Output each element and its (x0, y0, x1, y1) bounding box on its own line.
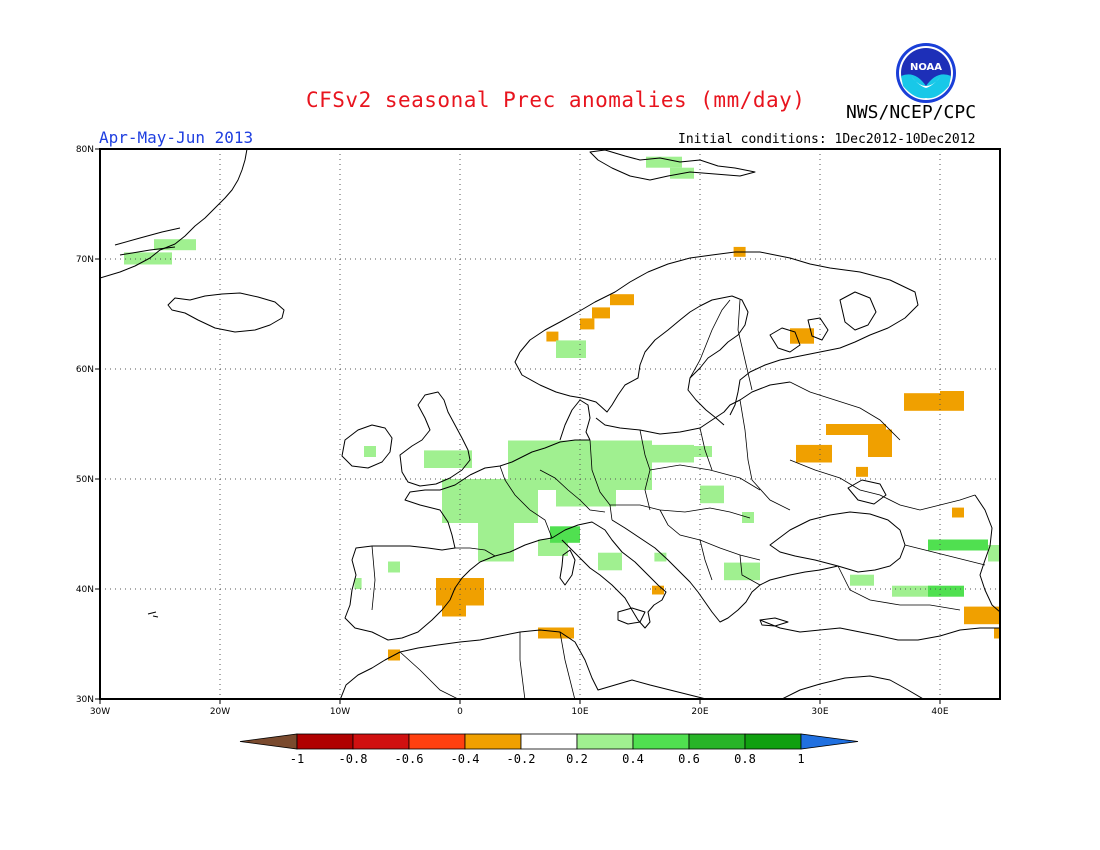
anomaly-cell-dry (796, 444, 832, 463)
anomaly-cell-dry (964, 606, 1000, 625)
anomaly-cell-wet-light (442, 479, 538, 523)
colorbar-label: 1 (797, 752, 804, 766)
lat-tick-label: 40N (76, 585, 94, 595)
colorbar-segment (576, 733, 634, 750)
anomaly-cell-wet-light (538, 539, 568, 556)
anomaly-cell-wet-light (892, 585, 940, 597)
map-frame (99, 148, 1001, 700)
anomaly-cell-dry (868, 429, 892, 457)
agency-label: NWS/NCEP/CPC (846, 102, 977, 123)
anomaly-cell-wet-light (424, 450, 472, 468)
lat-tick-label: 30N (76, 695, 94, 705)
anomaly-cell-dry (442, 605, 466, 617)
anomaly-cell-wet-light (478, 517, 514, 562)
colorbar-segment (520, 733, 578, 750)
anomaly-cell-wet-light (354, 578, 362, 589)
colorbar-label: 0.4 (622, 752, 644, 766)
colorbar-label: 0.8 (734, 752, 756, 766)
anomaly-cell-dry (580, 318, 595, 330)
anomaly-cells (124, 156, 1000, 661)
colorbar-label: -0.8 (339, 752, 368, 766)
anomaly-cell-dry (610, 294, 634, 306)
anomaly-cell-dry (790, 328, 814, 344)
initial-conditions: Initial conditions: 1Dec2012-10Dec2012 (678, 132, 976, 147)
lat-tick-label: 70N (76, 255, 94, 265)
anomaly-cell-dry (546, 331, 559, 342)
anomaly-cell-dry (856, 466, 868, 477)
lon-tick-label: 0 (457, 707, 463, 717)
lon-tick-label: 10W (330, 707, 350, 717)
colorbar-segment (632, 733, 690, 750)
anomaly-cell-wet-light (154, 239, 196, 251)
anomaly-cell-wet-light (364, 446, 376, 457)
anomaly-cell-wet-light (988, 545, 1000, 562)
lon-tick-label: 10E (571, 707, 588, 717)
anomaly-cell-wet-light (700, 485, 724, 504)
lon-tick-label: 30E (811, 707, 828, 717)
anomaly-cell-dry (538, 627, 574, 639)
axis-ticks: 80N 70N 60N 50N 40N 30N 30W 20W 10W 0 10E 20E 30E 40E (76, 145, 949, 717)
anomaly-cell-wet-mid (928, 539, 988, 551)
colorbar-label: -1 (290, 752, 304, 766)
map-title: CFSv2 seasonal Prec anomalies (mm/day) (306, 88, 806, 112)
anomaly-cell-dry (940, 391, 964, 402)
colorbar-segment (464, 733, 522, 750)
colorbar-max-arrow (800, 733, 859, 750)
anomaly-cell-dry (652, 585, 664, 595)
anomaly-cell-wet-light (652, 444, 694, 463)
colorbar-label: -0.6 (395, 752, 424, 766)
colorbar-label: -0.2 (507, 752, 536, 766)
anomaly-cell-dry (826, 424, 886, 435)
anomaly-cell-dry (952, 507, 964, 518)
colorbar-segment (352, 733, 410, 750)
colorbar-segment (688, 733, 746, 750)
colorbar-label: -0.4 (451, 752, 480, 766)
lat-tick-label: 80N (76, 145, 94, 155)
lat-tick-label: 50N (76, 475, 94, 485)
lon-tick-label: 40E (931, 707, 948, 717)
colorbar-segment (408, 733, 466, 750)
anomaly-cell-wet-mid (928, 585, 964, 597)
logo-text: NOAA (910, 62, 942, 73)
anomaly-cell-dry (994, 627, 1000, 639)
lon-tick-label: 20E (691, 707, 708, 717)
anomaly-cell-wet-light (388, 561, 400, 573)
anomaly-cell-dry (472, 578, 484, 586)
colorbar-label: 0.6 (678, 752, 700, 766)
colorbar-label: 0.2 (566, 752, 588, 766)
noaa-logo-icon: NOAA (896, 43, 956, 103)
anomaly-cell-wet-light (688, 446, 712, 457)
lon-tick-label: 30W (90, 707, 110, 717)
anomaly-cell-wet-light (646, 156, 682, 168)
colorbar-segment (296, 733, 354, 750)
anomaly-cell-wet-light (850, 574, 874, 586)
lon-tick-label: 20W (210, 707, 230, 717)
anomaly-cell-wet-light (654, 552, 667, 562)
anomaly-cell-wet-light (598, 552, 622, 571)
lat-tick-label: 60N (76, 365, 94, 375)
colorbar: -1 -0.8 -0.6 -0.4 -0.2 0.2 0.4 0.6 0.8 1 (239, 733, 859, 766)
anomaly-cell-wet-light (556, 340, 586, 358)
anomaly-cell-wet-light (124, 252, 172, 265)
grid-lines (100, 149, 1000, 699)
forecast-period: Apr-May-Jun 2013 (99, 128, 254, 147)
anomaly-cell-wet-mid (550, 526, 580, 543)
country-borders (371, 299, 986, 699)
colorbar-segment (744, 733, 802, 750)
coastlines (100, 149, 1000, 699)
anomaly-cell-dry (592, 307, 610, 319)
